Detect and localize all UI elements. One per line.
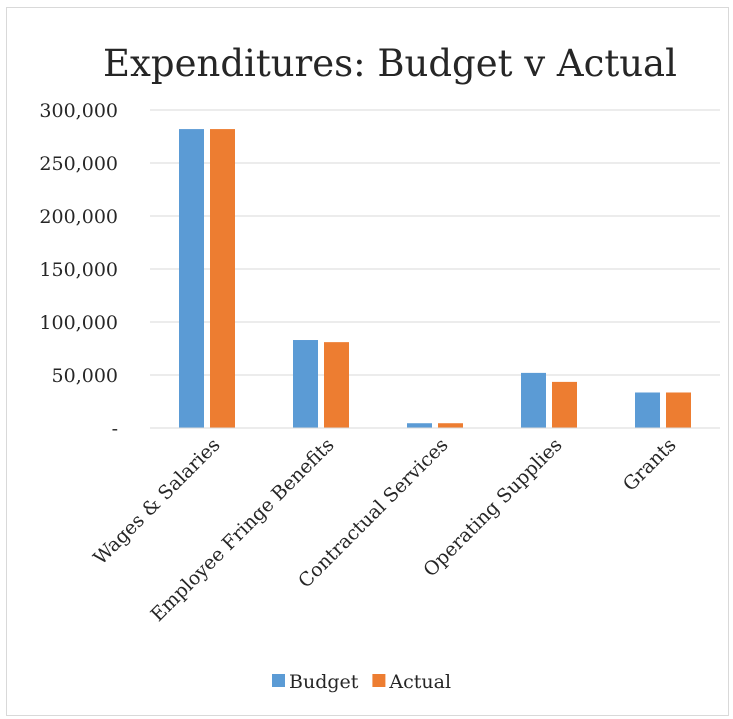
bar-actual-4 [666, 392, 691, 428]
x-tick-label: Employee Fringe Benefits [146, 434, 338, 626]
bar-budget-4 [635, 392, 660, 428]
y-tick-label: 250,000 [39, 153, 118, 175]
bar-actual-1 [324, 342, 349, 428]
bars [179, 129, 691, 428]
x-tick-label: Grants [619, 434, 681, 496]
gridlines [150, 109, 720, 376]
y-tick-label: 100,000 [39, 312, 118, 334]
legend-swatch-budget [272, 674, 285, 687]
bar-actual-2 [438, 423, 463, 428]
bar-budget-2 [407, 423, 432, 428]
y-tick-label: 200,000 [39, 206, 118, 228]
y-tick-label: 50,000 [52, 365, 118, 387]
y-tick-label: - [112, 418, 118, 440]
legend-swatch-actual [372, 674, 386, 687]
legend: Budget Actual [272, 671, 451, 693]
chart-frame [6, 7, 729, 716]
y-tick-label: 300,000 [39, 100, 118, 122]
bar-actual-3 [552, 381, 577, 428]
y-axis-ticks: - 50,000 100,000 150,000 200,000 250,000 300,0… [39, 100, 118, 440]
x-tick-label: Wages & Salaries [89, 434, 224, 569]
legend-label-actual: Actual [388, 671, 451, 693]
bar-budget-3 [521, 372, 546, 428]
legend-label-budget: Budget [289, 671, 359, 693]
y-tick-label: 150,000 [39, 259, 118, 281]
bar-budget-1 [293, 340, 318, 428]
bar-budget-0 [179, 129, 204, 428]
chart-title: Expenditures: Budget v Actual [103, 42, 677, 85]
bar-actual-0 [210, 129, 235, 428]
